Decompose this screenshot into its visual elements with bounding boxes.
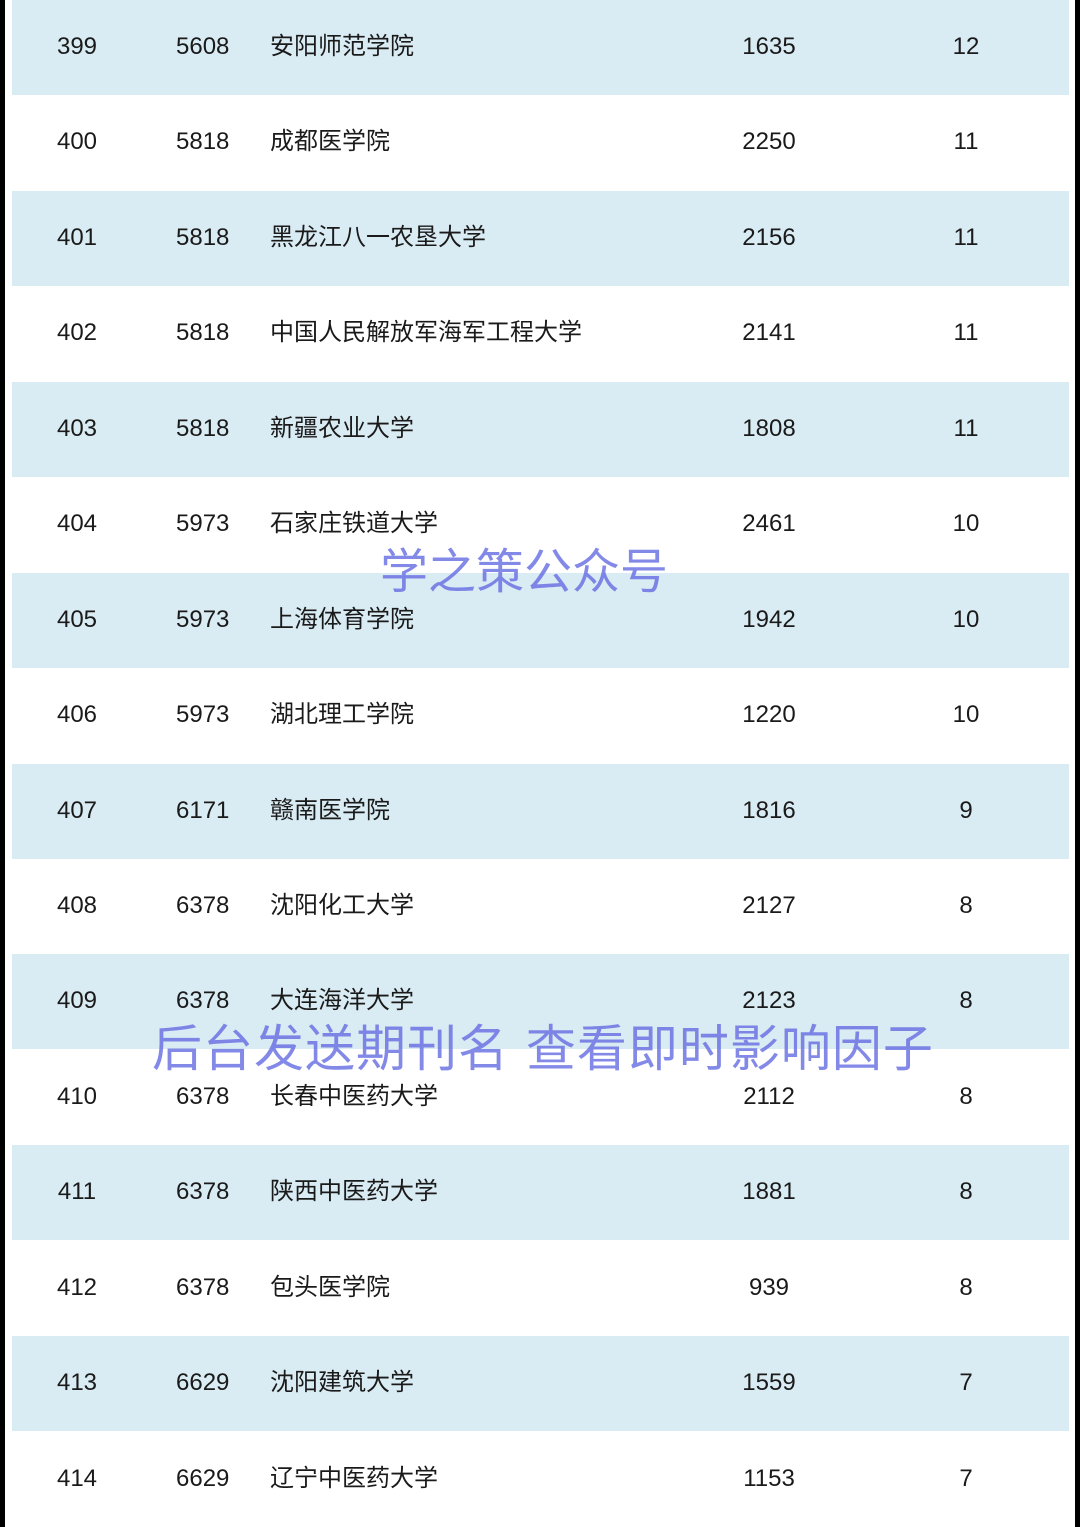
table-row: 412 6378 包头医学院 939 8	[12, 1241, 1069, 1336]
num-cell: 12	[952, 33, 980, 60]
rank-cell: 414	[56, 1464, 98, 1492]
rank-cell: 399	[56, 33, 98, 60]
table-row: 404 5973 石家庄铁道大学 2461 10	[12, 477, 1069, 572]
table-row: 410 6378 长春中医药大学 2112 8	[12, 1050, 1069, 1145]
rank-cell: 401	[56, 223, 98, 251]
num-cell: 10	[952, 701, 980, 729]
num-cell: 7	[959, 1464, 973, 1492]
table-row: 408 6378 沈阳化工大学 2127 8	[12, 859, 1069, 954]
num-cell: 8	[959, 1273, 973, 1301]
rank-cell: 409	[56, 987, 98, 1015]
table-row: 414 6629 辽宁中医药大学 1153 7	[12, 1432, 1069, 1527]
num-cell: 11	[953, 223, 979, 251]
name-cell: 新疆农业大学	[270, 414, 414, 442]
name-cell: 赣南医学院	[270, 796, 390, 824]
score-cell: 5973	[176, 605, 230, 633]
right-border	[1075, 0, 1080, 1527]
count-cell: 1881	[742, 1178, 796, 1206]
score-cell: 6378	[176, 1273, 230, 1301]
score-cell: 5818	[176, 128, 230, 156]
rank-cell: 412	[56, 1273, 98, 1301]
rank-cell: 410	[56, 1082, 98, 1110]
rank-cell: 404	[56, 510, 98, 538]
score-cell: 6378	[176, 987, 230, 1015]
rank-cell: 413	[56, 1369, 98, 1397]
name-cell: 长春中医药大学	[270, 1082, 438, 1110]
num-cell: 11	[953, 128, 979, 156]
count-cell: 2127	[742, 891, 796, 919]
num-cell: 8	[959, 891, 973, 919]
name-cell: 上海体育学院	[270, 605, 414, 633]
table-row: 406 5973 湖北理工学院 1220 10	[12, 668, 1069, 763]
score-cell: 6629	[176, 1464, 230, 1492]
count-cell: 1153	[743, 1464, 795, 1492]
num-cell: 7	[959, 1369, 973, 1397]
name-cell: 湖北理工学院	[270, 701, 414, 729]
count-cell: 2156	[742, 223, 796, 251]
rank-cell: 406	[56, 701, 98, 729]
count-cell: 939	[748, 1273, 790, 1301]
rank-cell: 400	[56, 128, 98, 156]
score-cell: 6378	[176, 1082, 230, 1110]
table-row: 405 5973 上海体育学院 1942 10	[12, 572, 1069, 668]
count-cell: 1635	[742, 33, 796, 60]
num-cell: 8	[959, 1082, 973, 1110]
score-cell: 5973	[176, 510, 230, 538]
count-cell: 1942	[742, 605, 796, 633]
name-cell: 大连海洋大学	[270, 987, 414, 1015]
count-cell: 2141	[742, 319, 796, 347]
table-row: 403 5818 新疆农业大学 1808 11	[12, 381, 1069, 477]
num-cell: 9	[959, 796, 973, 824]
score-cell: 5818	[176, 319, 230, 347]
num-cell: 8	[959, 987, 973, 1015]
rank-cell: 408	[56, 891, 98, 919]
num-cell: 11	[953, 414, 979, 442]
rank-cell: 402	[56, 319, 98, 347]
table-row: 400 5818 成都医学院 2250 11	[12, 95, 1069, 190]
name-cell: 沈阳化工大学	[270, 891, 414, 919]
rank-cell: 405	[56, 605, 98, 633]
score-cell: 6629	[176, 1369, 230, 1397]
rank-cell: 411	[57, 1178, 97, 1206]
count-cell: 2250	[742, 128, 796, 156]
name-cell: 黑龙江八一农垦大学	[270, 223, 486, 251]
name-cell: 安阳师范学院	[270, 33, 414, 60]
name-cell: 石家庄铁道大学	[270, 510, 438, 538]
left-border	[0, 0, 5, 1527]
name-cell: 中国人民解放军海军工程大学	[270, 319, 582, 347]
name-cell: 成都医学院	[270, 128, 390, 156]
score-cell: 6171	[176, 796, 230, 824]
score-cell: 5818	[176, 223, 230, 251]
score-cell: 5973	[176, 701, 230, 729]
score-cell: 6378	[176, 891, 230, 919]
rank-cell: 403	[56, 414, 98, 442]
name-cell: 陕西中医药大学	[270, 1178, 438, 1206]
name-cell: 辽宁中医药大学	[270, 1464, 438, 1492]
count-cell: 2461	[742, 510, 796, 538]
name-cell: 包头医学院	[270, 1273, 390, 1301]
num-cell: 8	[959, 1178, 973, 1206]
count-cell: 1808	[742, 414, 796, 442]
table-row: 409 6378 大连海洋大学 2123 8	[12, 954, 1069, 1050]
count-cell: 2123	[742, 987, 796, 1015]
num-cell: 11	[953, 319, 979, 347]
table-row: 411 6378 陕西中医药大学 1881 8	[12, 1145, 1069, 1241]
count-cell: 1559	[742, 1369, 796, 1397]
count-cell: 2112	[743, 1082, 795, 1110]
table-row: 399 5608 安阳师范学院 1635 12	[12, 0, 1069, 95]
score-cell: 5608	[176, 33, 230, 60]
score-cell: 5818	[176, 414, 230, 442]
table-row: 413 6629 沈阳建筑大学 1559 7	[12, 1336, 1069, 1432]
score-cell: 6378	[176, 1178, 230, 1206]
table-row: 402 5818 中国人民解放军海军工程大学 2141 11	[12, 286, 1069, 381]
num-cell: 10	[952, 510, 980, 538]
table-row: 407 6171 赣南医学院 1816 9	[12, 763, 1069, 859]
count-cell: 1816	[742, 796, 796, 824]
rank-cell: 407	[56, 796, 98, 824]
num-cell: 10	[952, 605, 980, 633]
count-cell: 1220	[742, 701, 796, 729]
table-row: 401 5818 黑龙江八一农垦大学 2156 11	[12, 190, 1069, 286]
name-cell: 沈阳建筑大学	[270, 1369, 414, 1397]
